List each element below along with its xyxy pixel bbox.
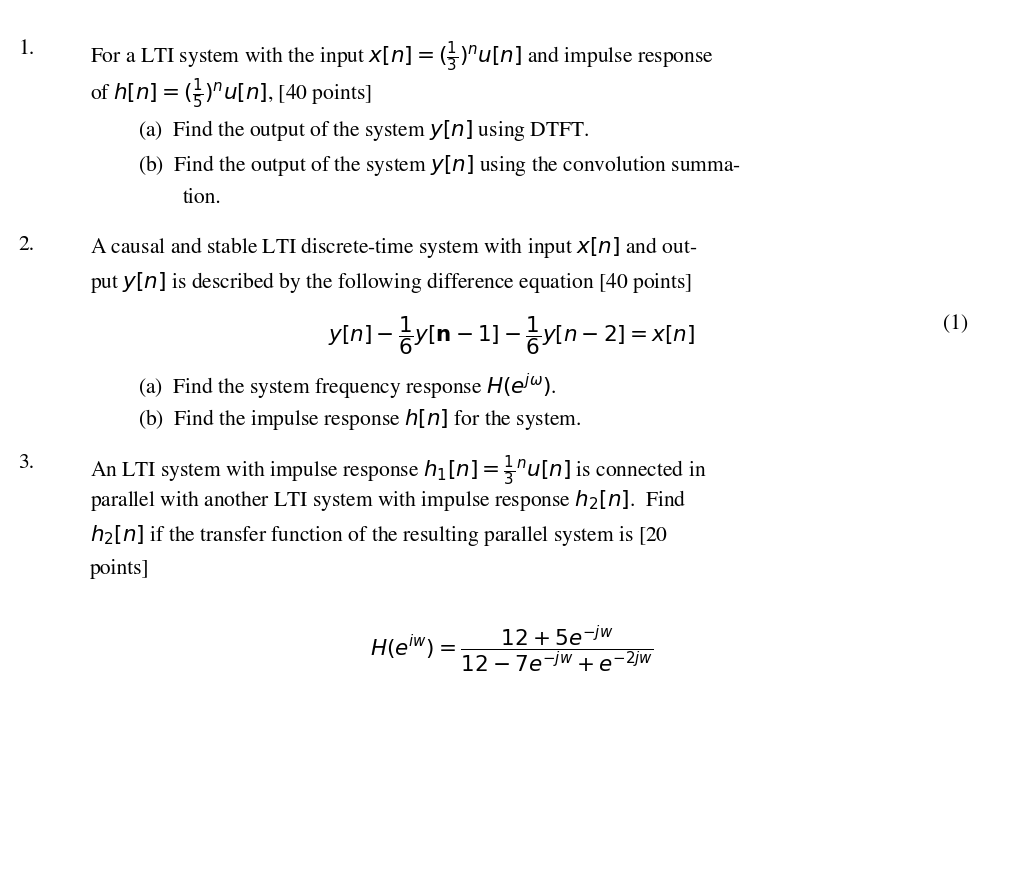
Text: An LTI system with impulse response $h_1[n] = \frac{1}{3}^n u[n]$ is connected i: An LTI system with impulse response $h_1… xyxy=(90,453,707,487)
Text: 3.: 3. xyxy=(18,453,35,472)
Text: put $y[n]$ is described by the following difference equation [40 points]: put $y[n]$ is described by the following… xyxy=(90,270,692,295)
Text: parallel with another LTI system with impulse response $h_2[n]$.  Find: parallel with another LTI system with im… xyxy=(90,488,687,513)
Text: 2.: 2. xyxy=(18,235,35,255)
Text: (a)  Find the output of the system $y[n]$ using DTFT.: (a) Find the output of the system $y[n]$… xyxy=(138,118,590,143)
Text: 1.: 1. xyxy=(18,40,35,59)
Text: (a)  Find the system frequency response $H(e^{j\omega})$.: (a) Find the system frequency response $… xyxy=(138,372,557,402)
Text: $h_2[n]$ if the transfer function of the resulting parallel system is [20: $h_2[n]$ if the transfer function of the… xyxy=(90,523,669,548)
Text: (b)  Find the output of the system $y[n]$ using the convolution summa-: (b) Find the output of the system $y[n]$… xyxy=(138,153,741,178)
Text: tion.: tion. xyxy=(182,189,221,208)
Text: (1): (1) xyxy=(942,315,968,334)
Text: $y[n] - \dfrac{1}{6}y[\mathbf{n}-1] - \dfrac{1}{6}y[n-2] = x[n]$: $y[n] - \dfrac{1}{6}y[\mathbf{n}-1] - \d… xyxy=(329,315,695,357)
Text: $H(e^{iw}) = \dfrac{12 + 5e^{-jw}}{12 - 7e^{-jw} + e^{-2jw}}$: $H(e^{iw}) = \dfrac{12 + 5e^{-jw}}{12 - … xyxy=(370,624,654,675)
Text: For a LTI system with the input $x[n] = (\frac{1}{3})^n u[n]$ and impulse respon: For a LTI system with the input $x[n] = … xyxy=(90,40,714,74)
Text: (b)  Find the impulse response $h[n]$ for the system.: (b) Find the impulse response $h[n]$ for… xyxy=(138,407,582,432)
Text: points]: points] xyxy=(90,559,150,579)
Text: A causal and stable LTI discrete-time system with input $x[n]$ and out-: A causal and stable LTI discrete-time sy… xyxy=(90,235,697,260)
Text: of $h[n] = (\frac{1}{5})^n u[n]$, [40 points]: of $h[n] = (\frac{1}{5})^n u[n]$, [40 po… xyxy=(90,77,372,111)
